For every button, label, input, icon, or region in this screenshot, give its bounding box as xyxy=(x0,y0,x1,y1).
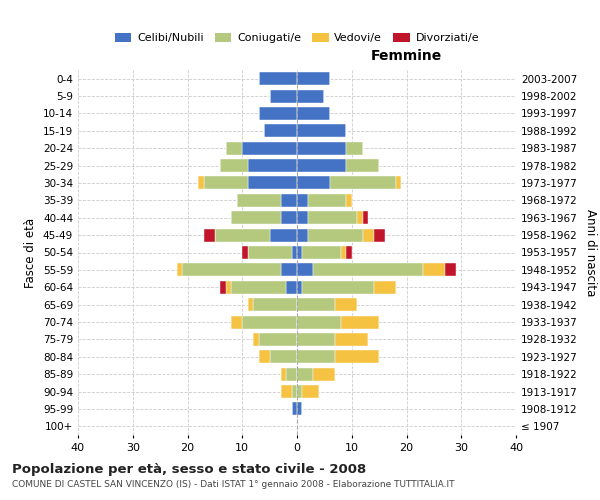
Bar xyxy=(232,211,281,224)
Bar xyxy=(313,368,335,380)
Bar xyxy=(297,298,335,311)
Bar xyxy=(176,264,182,276)
Bar xyxy=(346,142,362,154)
Bar xyxy=(423,264,445,276)
Bar xyxy=(302,246,341,259)
Bar xyxy=(286,368,297,380)
Bar xyxy=(297,402,302,415)
Bar xyxy=(297,72,330,85)
Bar xyxy=(242,316,297,328)
Bar xyxy=(248,246,292,259)
Bar xyxy=(374,228,385,241)
Bar xyxy=(220,280,226,294)
Bar xyxy=(259,72,297,85)
Bar xyxy=(292,402,297,415)
Bar xyxy=(297,142,346,154)
Bar xyxy=(232,280,286,294)
Bar xyxy=(292,246,297,259)
Text: Popolazione per età, sesso e stato civile - 2008: Popolazione per età, sesso e stato civil… xyxy=(12,462,366,475)
Bar xyxy=(253,298,297,311)
Bar xyxy=(226,280,232,294)
Bar xyxy=(297,159,346,172)
Bar xyxy=(248,159,297,172)
Bar xyxy=(204,228,215,241)
Bar xyxy=(281,264,297,276)
Bar xyxy=(297,176,330,190)
Bar xyxy=(297,333,335,346)
Y-axis label: Anni di nascita: Anni di nascita xyxy=(584,209,597,296)
Bar xyxy=(297,228,308,241)
Bar xyxy=(281,211,297,224)
Bar xyxy=(182,264,281,276)
Bar xyxy=(297,264,313,276)
Bar xyxy=(242,142,297,154)
Bar xyxy=(362,228,374,241)
Bar xyxy=(330,176,395,190)
Bar xyxy=(357,211,363,224)
Bar xyxy=(259,333,297,346)
Bar xyxy=(215,228,269,241)
Bar xyxy=(253,333,259,346)
Text: Femmine: Femmine xyxy=(371,48,442,62)
Bar xyxy=(297,385,302,398)
Bar xyxy=(297,246,302,259)
Bar xyxy=(297,280,302,294)
Bar xyxy=(302,280,374,294)
Bar xyxy=(297,316,341,328)
Bar xyxy=(346,159,379,172)
Bar xyxy=(297,211,308,224)
Bar xyxy=(281,194,297,207)
Bar xyxy=(362,211,368,224)
Bar xyxy=(346,194,352,207)
Bar xyxy=(335,350,379,364)
Bar xyxy=(259,350,269,364)
Bar xyxy=(346,246,352,259)
Bar xyxy=(269,90,297,102)
Bar xyxy=(297,368,313,380)
Bar xyxy=(313,264,423,276)
Text: COMUNE DI CASTEL SAN VINCENZO (IS) - Dati ISTAT 1° gennaio 2008 - Elaborazione T: COMUNE DI CASTEL SAN VINCENZO (IS) - Dat… xyxy=(12,480,455,489)
Bar xyxy=(220,159,248,172)
Bar xyxy=(297,350,335,364)
Bar xyxy=(248,176,297,190)
Legend: Celibi/Nubili, Coniugati/e, Vedovi/e, Divorziati/e: Celibi/Nubili, Coniugati/e, Vedovi/e, Di… xyxy=(110,28,484,48)
Bar xyxy=(445,264,456,276)
Y-axis label: Fasce di età: Fasce di età xyxy=(25,218,37,288)
Bar xyxy=(281,368,286,380)
Bar xyxy=(248,298,253,311)
Bar xyxy=(259,107,297,120)
Bar xyxy=(341,246,346,259)
Bar xyxy=(308,211,357,224)
Bar xyxy=(292,385,297,398)
Bar xyxy=(335,298,357,311)
Bar xyxy=(269,350,297,364)
Bar xyxy=(286,280,297,294)
Bar xyxy=(269,228,297,241)
Bar xyxy=(281,385,292,398)
Bar xyxy=(335,333,368,346)
Bar xyxy=(297,124,346,138)
Bar xyxy=(297,194,308,207)
Bar xyxy=(302,385,319,398)
Bar xyxy=(374,280,395,294)
Bar xyxy=(297,90,325,102)
Bar xyxy=(232,316,242,328)
Bar xyxy=(341,316,379,328)
Bar xyxy=(237,194,281,207)
Bar xyxy=(264,124,297,138)
Bar xyxy=(199,176,204,190)
Bar xyxy=(297,107,330,120)
Bar xyxy=(226,142,242,154)
Bar xyxy=(204,176,248,190)
Bar xyxy=(242,246,248,259)
Bar xyxy=(308,194,346,207)
Bar xyxy=(395,176,401,190)
Bar xyxy=(308,228,362,241)
